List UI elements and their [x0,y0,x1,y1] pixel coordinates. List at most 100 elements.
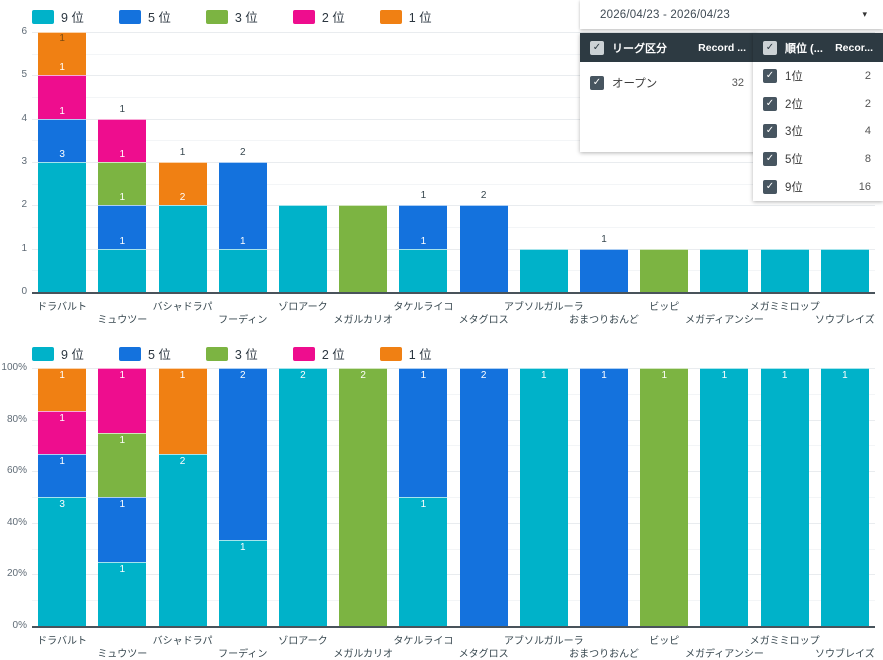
checkbox-checked-icon[interactable]: ✓ [763,68,777,83]
legend-swatch [292,346,315,361]
checkbox-checked-icon[interactable]: ✓ [590,76,604,90]
x-axis-category-label: ゾロアーク [278,636,328,647]
bar-segment-9位[interactable] [158,205,207,292]
bar-segment-9位[interactable] [98,561,147,626]
legend-item-3位[interactable]: 3 位 [205,344,258,363]
bar-segment-9位[interactable] [38,162,87,292]
checkbox-checked-icon[interactable]: ✓ [763,124,777,139]
bar-segment-1位[interactable] [158,368,207,454]
bar-segment-9位[interactable] [218,248,267,292]
filter-row-count: 4 [864,125,871,138]
legend-item-9位[interactable]: 9 位 [32,344,84,363]
y-axis-tick-label: 20% [6,568,27,580]
filter-row-label: 1位 [785,70,803,83]
legend-item-2位[interactable]: 2 位 [292,344,345,363]
bar-segment-5位[interactable] [459,205,508,292]
legend-chart1: 9 位 5 位 3 位 2 位 1 位 [32,7,432,26]
filter-row-rank-3[interactable]: ✓ 3位 4 [753,118,883,146]
bar-segment-5位[interactable] [459,368,508,626]
segment-value-label: 1 [119,103,126,115]
bar-segment-5位[interactable] [98,205,147,249]
bar-segment-9位[interactable] [278,205,327,292]
league-filter-header[interactable]: ✓ リーグ区分 Record ... [580,33,756,62]
gridline [32,227,875,228]
bar-segment-5位[interactable] [580,248,629,292]
checkbox-checked-icon[interactable]: ✓ [763,180,777,195]
x-axis-category-label: メガルカリオ [333,315,394,326]
league-filter-record-count-header: Record ... [698,41,746,54]
x-axis-category-label: ソウブレイズ [815,649,875,660]
legend-item-9位[interactable]: 9 位 [32,7,84,26]
bar-segment-9位[interactable] [760,368,809,626]
bar-segment-5位[interactable] [218,162,267,249]
bar-segment-1位[interactable] [38,32,87,76]
legend-swatch [32,9,54,24]
x-axis-category-label: メガディアンシー [685,649,764,660]
bar-segment-3位[interactable] [339,205,388,292]
legend-item-1位[interactable]: 1 位 [379,344,432,363]
checkbox-checked-icon[interactable]: ✓ [763,96,777,111]
bar-segment-5位[interactable] [38,454,87,497]
segment-value-label: 2 [480,190,487,202]
rank-filter-header[interactable]: ✓ 順位 (... Recor... [753,33,883,62]
filter-row-rank-9[interactable]: ✓ 9位 16 [753,173,883,201]
bar-segment-9位[interactable] [760,248,809,292]
legend-item-2位[interactable]: 2 位 [292,7,345,26]
bar-segment-9位[interactable] [399,248,448,292]
bar-segment-2位[interactable] [38,75,87,119]
bar-segment-5位[interactable] [218,368,267,540]
bar-segment-5位[interactable] [399,368,448,497]
legend-swatch [205,9,228,24]
bar-segment-2位[interactable] [98,368,147,433]
bar-segment-9位[interactable] [820,248,869,292]
bar-segment-9位[interactable] [700,248,749,292]
legend-item-5位[interactable]: 5 位 [118,344,171,363]
bar-segment-3位[interactable] [98,432,147,497]
checkbox-checked-icon[interactable]: ✓ [763,40,777,55]
bar-segment-9位[interactable] [218,540,267,626]
bar-segment-3位[interactable] [98,162,147,206]
filter-row-count: 32 [731,77,744,89]
bar-segment-9位[interactable] [519,248,568,292]
bar-segment-2位[interactable] [38,411,87,454]
y-axis-tick-label: 2 [21,199,27,211]
bar-segment-1位[interactable] [38,368,87,411]
bar-segment-9位[interactable] [700,368,749,626]
x-axis-category-label: メガルカリオ [333,649,394,660]
filter-row-rank-2[interactable]: ✓ 2位 2 [753,90,883,118]
checkbox-checked-icon[interactable]: ✓ [763,152,777,167]
filter-row-rank-1[interactable]: ✓ 1位 2 [753,62,883,90]
bar-segment-5位[interactable] [38,118,87,162]
x-axis-category-label: ドラバルト [37,636,88,647]
checkbox-checked-icon[interactable]: ✓ [590,40,604,55]
bar-segment-3位[interactable] [339,368,388,626]
bar-segment-9位[interactable] [820,368,869,626]
legend-item-5位[interactable]: 5 位 [118,7,171,26]
rank-filter-record-count-header: Recor... [835,41,873,54]
legend-item-3位[interactable]: 3 位 [205,7,258,26]
gridline [32,248,875,250]
filter-row-rank-5[interactable]: ✓ 5位 8 [753,145,883,173]
bar-segment-9位[interactable] [158,454,207,626]
filter-row-count: 16 [858,181,871,194]
bar-segment-9位[interactable] [98,248,147,292]
gridline [32,548,875,550]
bar-segment-5位[interactable] [580,368,629,626]
bar-segment-1位[interactable] [158,162,207,206]
bar-segment-9位[interactable] [38,497,87,626]
x-axis-category-label: メガミミロップ [749,636,820,647]
gridline [32,270,875,272]
bar-segment-9位[interactable] [278,368,327,626]
bar-segment-5位[interactable] [399,205,448,249]
bar-segment-9位[interactable] [399,497,448,626]
x-axis-category-label: バシャドラパ [152,636,213,647]
bar-segment-3位[interactable] [640,368,689,626]
bar-segment-2位[interactable] [98,118,147,162]
bar-segment-9位[interactable] [519,368,568,626]
bar-segment-5位[interactable] [98,497,147,562]
legend-swatch [292,9,315,24]
bar-segment-3位[interactable] [640,248,689,292]
filter-row-open[interactable]: ✓ オープン 32 [580,69,756,97]
legend-item-1位[interactable]: 1 位 [379,7,432,26]
date-range-selector[interactable]: 2026/04/23 - 2026/04/23 ▾ [580,0,883,29]
